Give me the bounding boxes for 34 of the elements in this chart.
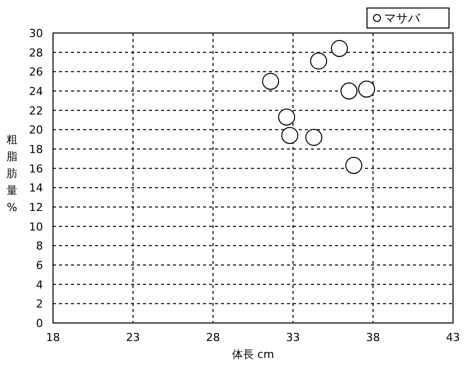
y-tick-label: 30 (29, 27, 43, 40)
point (340, 82, 358, 100)
y-tick-label: 20 (29, 124, 43, 137)
point (310, 52, 328, 70)
x-tick-label: 43 (446, 331, 460, 344)
y-tick-label: 28 (29, 46, 43, 60)
y-tick-label: 26 (29, 66, 43, 79)
point (281, 126, 298, 144)
y-tick-label: 10 (29, 220, 43, 234)
point (305, 128, 322, 146)
legend-label: マサバ (384, 11, 421, 25)
y-tick-label: 22 (29, 104, 43, 118)
x-tick-label: 28 (206, 331, 220, 344)
point (278, 108, 296, 126)
y-tick-label: 16 (29, 162, 43, 176)
x-tick-label: 38 (366, 331, 380, 344)
y-tick-label: 8 (36, 240, 43, 253)
y-tick-label: 2 (36, 298, 43, 311)
point (262, 72, 280, 90)
x-tick-label: 23 (126, 331, 140, 344)
x-tick-label: 33 (286, 331, 300, 344)
y-tick-label: 18 (29, 143, 43, 156)
y-axis-title: 粗脂肪量% (6, 133, 18, 214)
y-tick-label: 14 (29, 182, 43, 195)
point (358, 80, 376, 98)
y-tick-label: 6 (36, 259, 43, 272)
y-tick-label: 12 (29, 201, 43, 214)
point (330, 40, 348, 57)
x-tick-label: 18 (46, 331, 60, 344)
point (345, 156, 362, 174)
y-tick-label: 24 (29, 85, 43, 98)
y-tick-label: 4 (36, 278, 43, 292)
y-tick-label: 0 (36, 317, 43, 330)
x-axis-title: 体長 cm (232, 348, 274, 361)
